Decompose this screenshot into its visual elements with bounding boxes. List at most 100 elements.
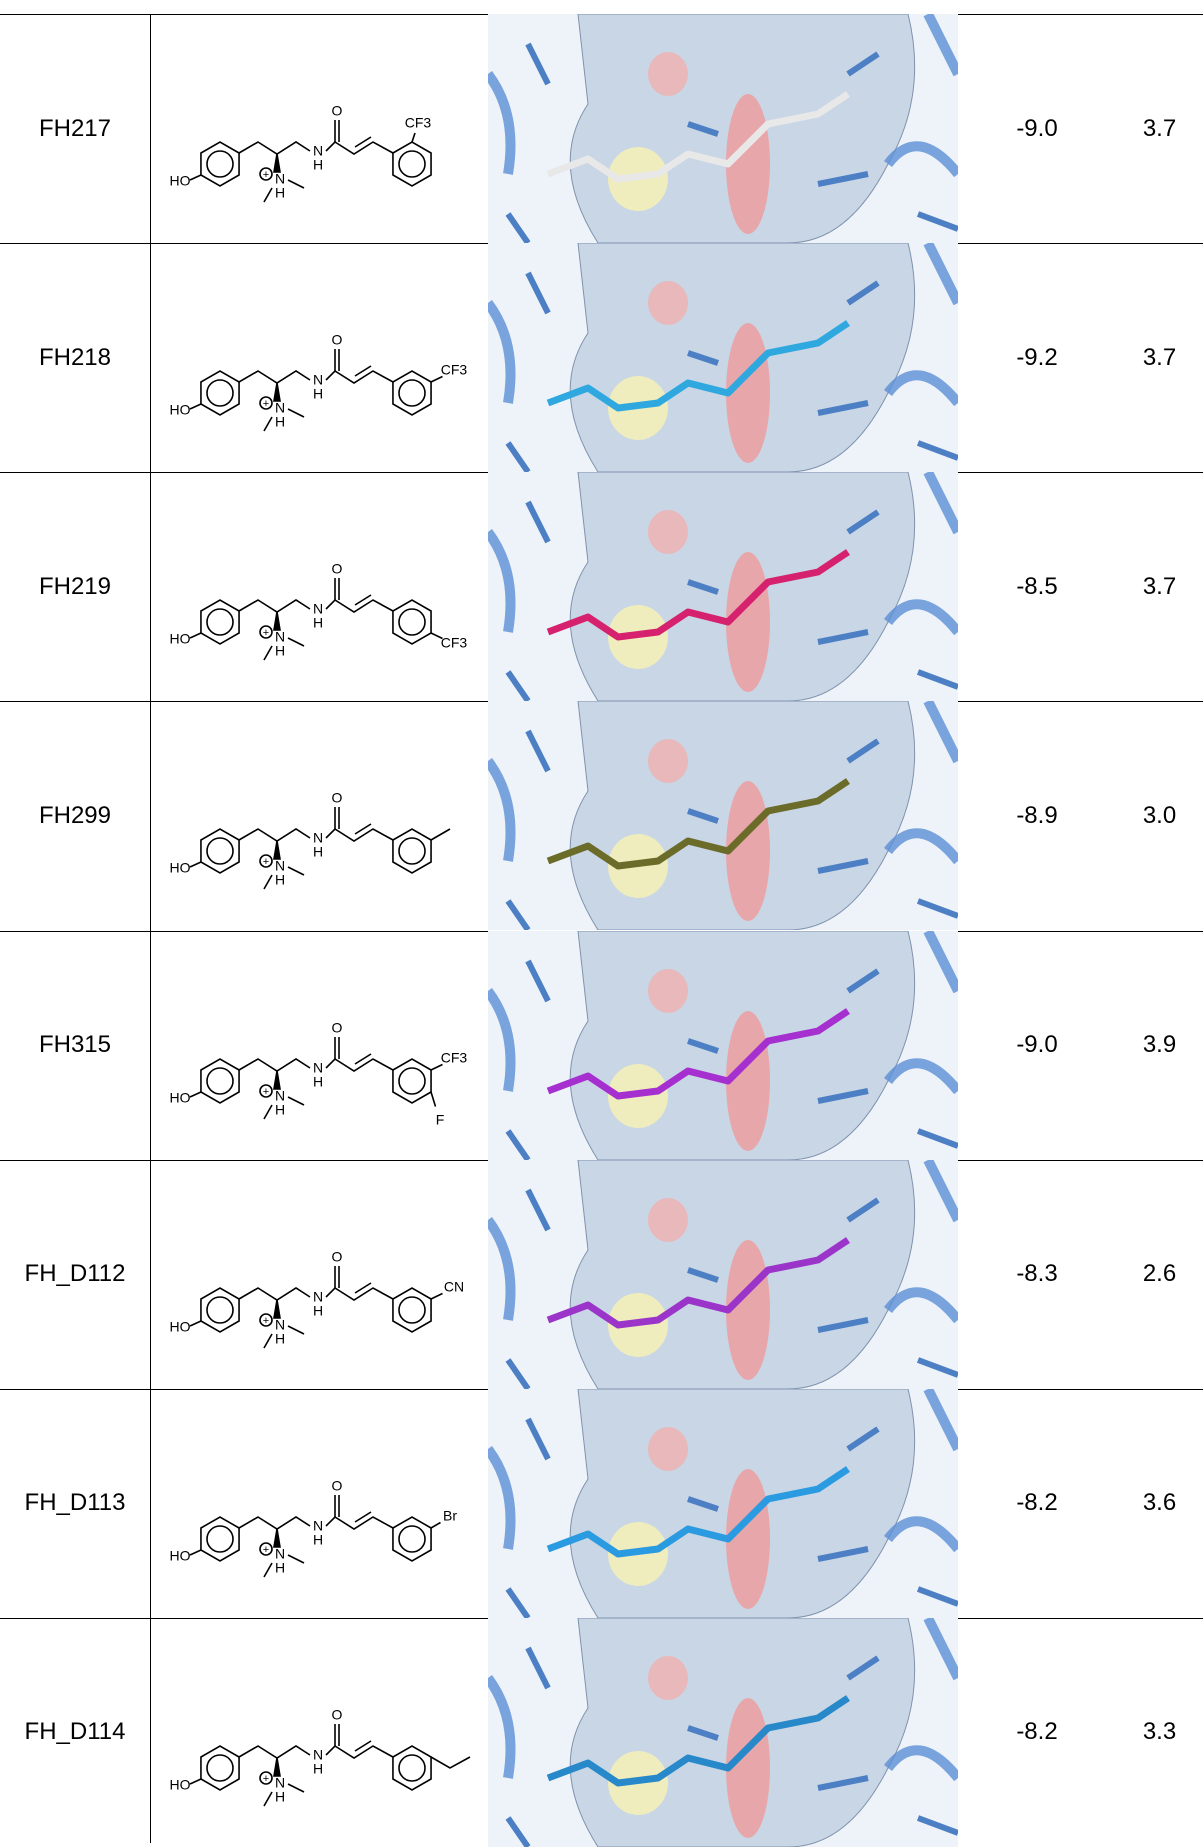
- skeleton: [190, 578, 431, 660]
- chain: [239, 1517, 310, 1529]
- skeleton: [190, 1495, 431, 1577]
- chain: [239, 829, 310, 841]
- atom-label: H: [313, 1073, 323, 1089]
- acidic-patch: [648, 1656, 688, 1700]
- alkyl: [431, 1757, 470, 1768]
- skeleton: [190, 1724, 431, 1806]
- oh-bond: [190, 633, 201, 638]
- docking-score: -8.9: [958, 701, 1116, 930]
- charge-sign: +: [263, 1315, 269, 1327]
- value: 2.6: [1116, 1160, 1203, 1389]
- methyl: [264, 1792, 272, 1806]
- docking-score: -8.3: [958, 1160, 1116, 1389]
- ring-inner: [399, 1297, 425, 1323]
- docking-score: -8.5: [958, 472, 1116, 701]
- wedge: [274, 1529, 280, 1547]
- substituent-bond: [431, 1092, 436, 1107]
- atom-label: HO: [170, 1089, 191, 1105]
- skeleton: [190, 349, 431, 431]
- value: 3.7: [1116, 243, 1203, 472]
- value: 3.9: [1116, 931, 1203, 1160]
- acidic-patch: [648, 969, 688, 1013]
- acidic-patch: [648, 281, 688, 325]
- atom-label: H: [313, 1531, 323, 1547]
- charge-sign: +: [263, 627, 269, 639]
- docking-image: [488, 1160, 958, 1389]
- ring-inner: [207, 151, 233, 177]
- atom-label: O: [332, 790, 343, 806]
- oh-bond: [190, 1092, 201, 1097]
- atom-label: O: [332, 1019, 343, 1035]
- acidic-patch: [648, 510, 688, 554]
- methyl: [288, 638, 304, 646]
- compound-name: FH299: [0, 701, 150, 930]
- methyl: [288, 409, 304, 417]
- substituent-label: Br: [443, 1507, 457, 1523]
- atom-label: O: [332, 103, 343, 119]
- oh-bond: [190, 1550, 201, 1555]
- atom-label: H: [275, 1330, 285, 1346]
- charge-sign: +: [263, 856, 269, 868]
- atom-label: H: [275, 643, 285, 659]
- docking-image: [488, 472, 958, 701]
- docking-score: -9.0: [958, 931, 1116, 1160]
- acidic-patch: [648, 739, 688, 783]
- compound-name: FH_D114: [0, 1618, 150, 1847]
- table-row: FH_D113-8.23.6+HONHNHOBr: [0, 1389, 1203, 1618]
- docking-image: [488, 701, 958, 930]
- methyl: [288, 1555, 304, 1563]
- acidic-patch: [648, 1198, 688, 1242]
- methyl: [288, 1784, 304, 1792]
- wedge: [274, 1758, 280, 1776]
- atom-label: H: [275, 1559, 285, 1575]
- substituent-label: CF3: [441, 362, 468, 378]
- ring-inner: [207, 1755, 233, 1781]
- structure: +HONHNHOCF3: [150, 14, 488, 243]
- ring-inner: [207, 1297, 233, 1323]
- methyl: [264, 1563, 272, 1577]
- docking-image: [488, 1389, 958, 1618]
- atom-label: H: [313, 157, 323, 173]
- docking-score: -9.2: [958, 243, 1116, 472]
- atom-label: HO: [170, 1318, 191, 1334]
- atom-label: HO: [170, 1547, 191, 1563]
- atom-label: H: [275, 1789, 285, 1805]
- ring-inner: [399, 1755, 425, 1781]
- ring-inner: [399, 838, 425, 864]
- ring-inner: [399, 380, 425, 406]
- value: 3.7: [1116, 472, 1203, 701]
- compound-name: FH_D113: [0, 1389, 150, 1618]
- methyl: [264, 1105, 272, 1119]
- docking-score: -8.2: [958, 1389, 1116, 1618]
- alkyl: [431, 829, 450, 840]
- chain: [239, 1746, 310, 1758]
- table-row: FH299-8.93.0+HONHNHO: [0, 701, 1203, 930]
- substituent-bond: [431, 1293, 443, 1299]
- atom-label: H: [313, 386, 323, 402]
- atom-label: HO: [170, 402, 191, 418]
- wedge: [274, 841, 280, 859]
- atom-label: O: [332, 1707, 343, 1723]
- table-row: FH217-9.03.7+HONHNHOCF3: [0, 14, 1203, 243]
- atom-label: O: [332, 332, 343, 348]
- methyl: [264, 417, 272, 431]
- skeleton: [190, 807, 431, 889]
- atom-label: H: [313, 1761, 323, 1777]
- page: FH217-9.03.7+HONHNHOCF3FH218-9.23.7+HONH…: [0, 0, 1203, 1843]
- methyl: [264, 1334, 272, 1348]
- acidic-patch: [648, 1427, 688, 1471]
- methyl: [288, 1097, 304, 1105]
- charge-sign: +: [263, 1085, 269, 1097]
- acidic-patch: [648, 52, 688, 96]
- table-row: FH_D114-8.23.3+HONHNHO: [0, 1618, 1203, 1847]
- wedge: [274, 1300, 280, 1318]
- charge-sign: +: [263, 1773, 269, 1785]
- oh-bond: [190, 1779, 201, 1784]
- atom-label: H: [275, 872, 285, 888]
